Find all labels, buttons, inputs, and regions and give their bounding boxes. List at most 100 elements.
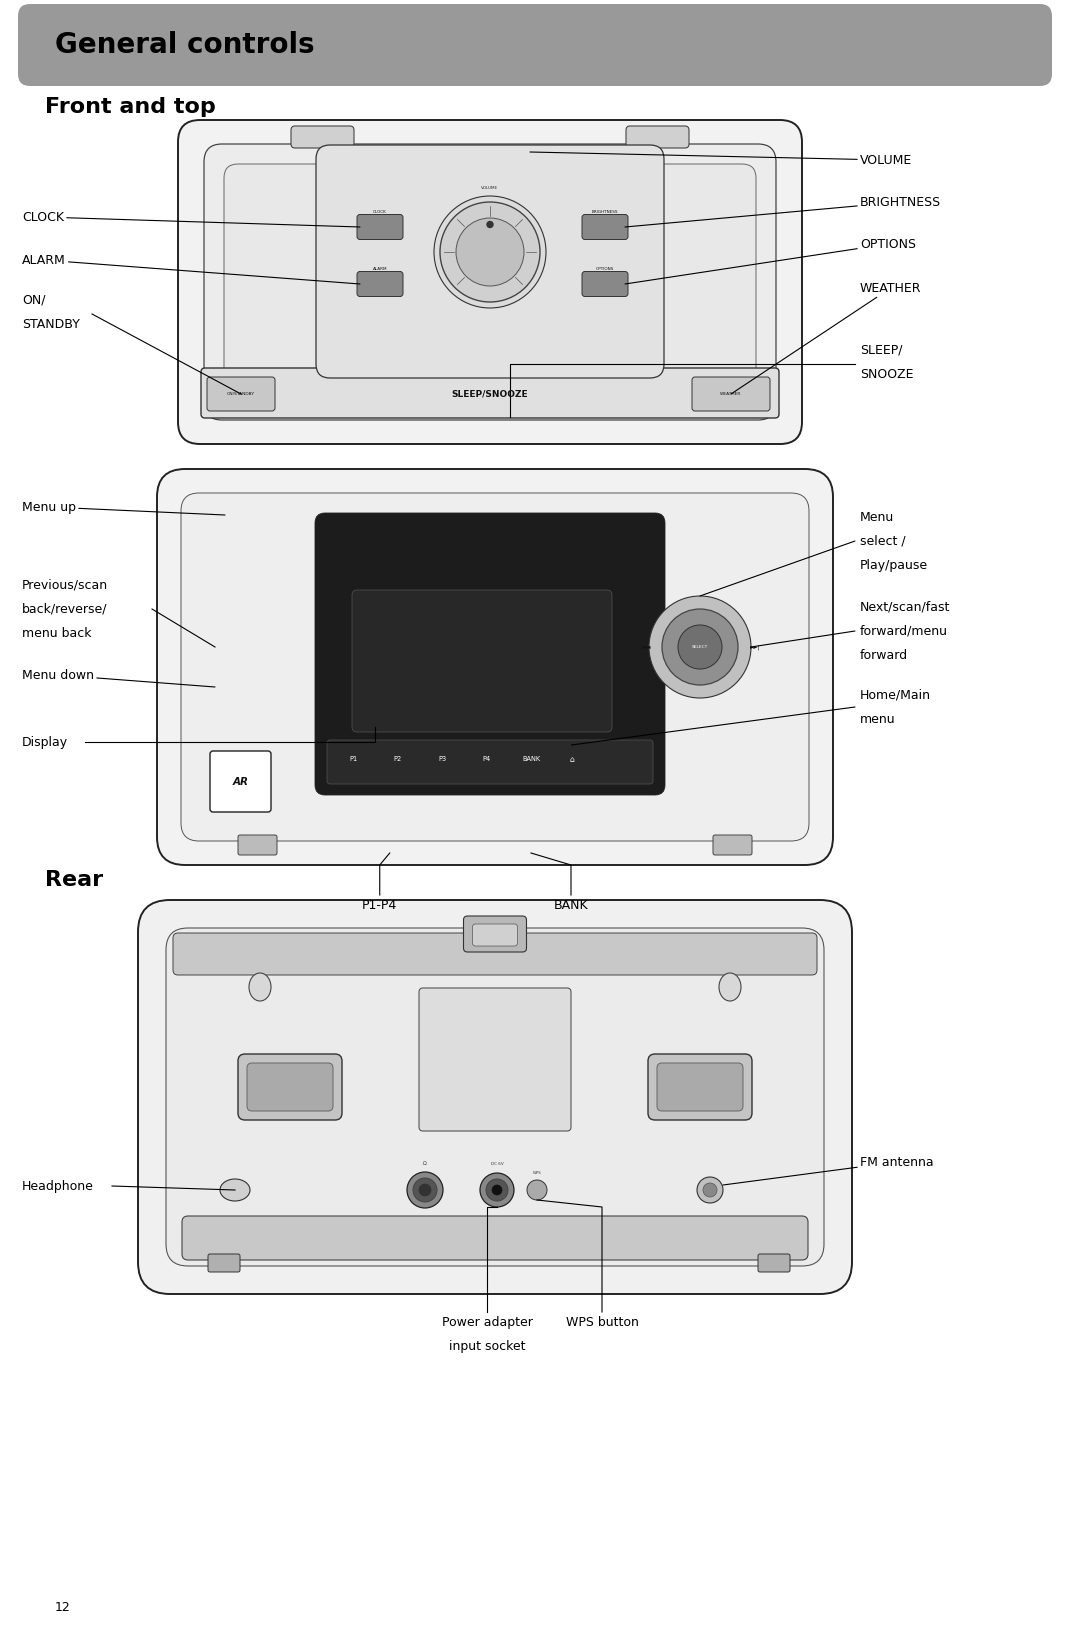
Text: P4: P4 [483, 755, 490, 762]
Circle shape [419, 1184, 431, 1195]
Text: General controls: General controls [55, 31, 314, 59]
Text: BRIGHTNESS: BRIGHTNESS [592, 210, 618, 213]
FancyBboxPatch shape [376, 742, 419, 775]
Circle shape [649, 596, 751, 698]
Text: BANK: BANK [554, 898, 589, 911]
FancyBboxPatch shape [327, 741, 653, 783]
Text: CLOCK: CLOCK [22, 210, 360, 227]
FancyBboxPatch shape [138, 900, 852, 1294]
Text: ON/STANDBY: ON/STANDBY [227, 392, 255, 396]
Circle shape [487, 222, 492, 228]
FancyBboxPatch shape [472, 924, 517, 946]
Text: forward: forward [860, 649, 908, 662]
FancyBboxPatch shape [648, 1054, 752, 1120]
Text: SNOOZE: SNOOZE [860, 368, 914, 381]
FancyBboxPatch shape [208, 1254, 240, 1273]
FancyBboxPatch shape [238, 836, 276, 855]
Text: BRIGHTNESS: BRIGHTNESS [625, 195, 941, 227]
Text: Next/scan/fast: Next/scan/fast [860, 601, 950, 614]
FancyBboxPatch shape [657, 1062, 743, 1112]
Text: Ω: Ω [423, 1161, 427, 1166]
Text: CLOCK: CLOCK [373, 210, 387, 213]
Text: AR: AR [232, 777, 248, 787]
Text: |◄◄: |◄◄ [639, 644, 650, 650]
Text: ON/: ON/ [22, 294, 45, 307]
FancyBboxPatch shape [463, 916, 527, 952]
FancyBboxPatch shape [464, 742, 509, 775]
FancyBboxPatch shape [166, 928, 824, 1266]
FancyBboxPatch shape [420, 742, 464, 775]
FancyBboxPatch shape [316, 144, 664, 378]
FancyBboxPatch shape [713, 836, 752, 855]
Text: ⌂: ⌂ [569, 755, 573, 764]
Text: WEATHER: WEATHER [731, 281, 921, 394]
Circle shape [697, 1177, 723, 1204]
FancyBboxPatch shape [758, 1254, 789, 1273]
FancyBboxPatch shape [238, 1054, 342, 1120]
FancyBboxPatch shape [692, 378, 770, 410]
FancyBboxPatch shape [582, 271, 627, 297]
Text: P3: P3 [437, 755, 446, 762]
FancyBboxPatch shape [183, 1217, 808, 1259]
Text: forward/menu: forward/menu [860, 624, 948, 637]
Text: Rear: Rear [45, 870, 103, 890]
Text: menu back: menu back [22, 627, 92, 639]
Text: Play/pause: Play/pause [860, 558, 928, 571]
Text: Previous/scan: Previous/scan [22, 578, 108, 591]
Circle shape [480, 1172, 514, 1207]
FancyBboxPatch shape [201, 368, 779, 419]
FancyBboxPatch shape [330, 742, 375, 775]
Text: Front and top: Front and top [45, 97, 216, 117]
Text: Display: Display [22, 736, 68, 749]
Text: BANK: BANK [522, 755, 540, 762]
FancyBboxPatch shape [173, 933, 816, 975]
Circle shape [678, 626, 723, 668]
FancyBboxPatch shape [315, 512, 665, 795]
Ellipse shape [719, 974, 741, 1002]
Text: 12: 12 [55, 1601, 71, 1614]
Text: Power adapter: Power adapter [442, 1315, 532, 1328]
Text: input socket: input socket [449, 1340, 525, 1353]
Circle shape [486, 1179, 508, 1200]
Text: menu: menu [860, 713, 895, 726]
FancyBboxPatch shape [18, 3, 1052, 85]
Text: OPTIONS: OPTIONS [625, 238, 916, 284]
FancyBboxPatch shape [626, 126, 689, 148]
Text: Menu down: Menu down [22, 668, 215, 686]
Text: P1: P1 [349, 755, 357, 762]
Text: Home/Main: Home/Main [860, 688, 931, 701]
Ellipse shape [220, 1179, 249, 1200]
Text: Headphone: Headphone [22, 1179, 94, 1192]
Text: WPS button: WPS button [566, 1315, 638, 1328]
FancyBboxPatch shape [582, 215, 627, 240]
Text: back/reverse/: back/reverse/ [22, 603, 108, 616]
Text: STANDBY: STANDBY [22, 317, 80, 330]
Circle shape [456, 218, 524, 286]
Ellipse shape [249, 974, 271, 1002]
Text: ALARM: ALARM [22, 253, 360, 284]
Circle shape [527, 1181, 546, 1200]
FancyBboxPatch shape [419, 988, 571, 1131]
FancyBboxPatch shape [357, 271, 403, 297]
Text: FM antenna: FM antenna [723, 1156, 933, 1186]
Text: OPTIONS: OPTIONS [596, 266, 615, 271]
Text: WEATHER: WEATHER [720, 392, 742, 396]
Text: ALARM: ALARM [373, 266, 388, 271]
FancyBboxPatch shape [554, 742, 590, 775]
FancyBboxPatch shape [357, 215, 403, 240]
Text: WPS: WPS [532, 1171, 541, 1176]
Text: Menu up: Menu up [22, 501, 225, 516]
Text: SLEEP/SNOOZE: SLEEP/SNOOZE [451, 389, 528, 399]
Text: DC 6V: DC 6V [490, 1163, 503, 1166]
FancyBboxPatch shape [181, 493, 809, 841]
Text: VOLUME: VOLUME [482, 186, 499, 190]
FancyBboxPatch shape [224, 164, 756, 401]
Text: ►►|: ►►| [750, 644, 760, 650]
Text: P1-P4: P1-P4 [362, 898, 397, 911]
Circle shape [662, 609, 738, 685]
FancyBboxPatch shape [210, 750, 271, 813]
FancyBboxPatch shape [291, 126, 354, 148]
FancyBboxPatch shape [157, 470, 833, 865]
FancyBboxPatch shape [204, 144, 777, 420]
Circle shape [492, 1186, 502, 1195]
